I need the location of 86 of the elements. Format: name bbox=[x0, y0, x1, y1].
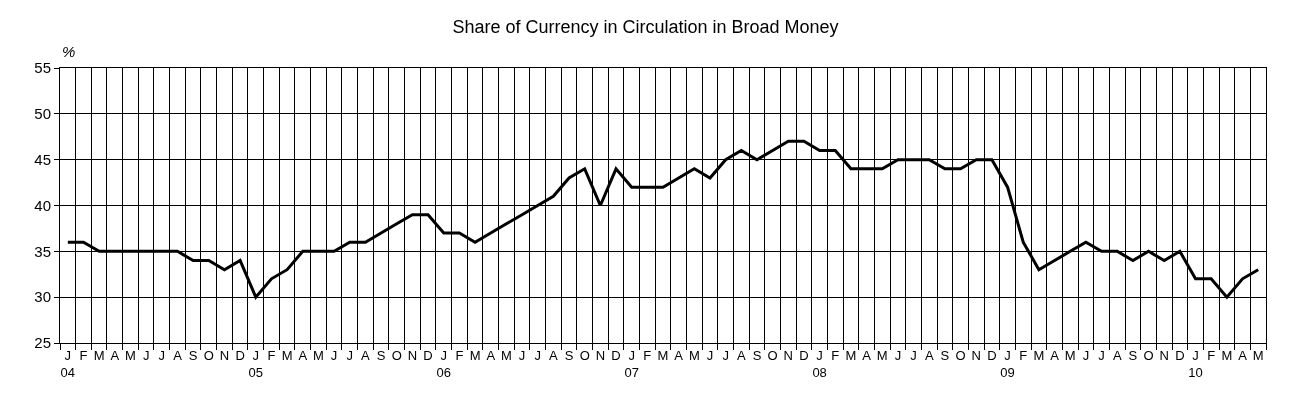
x-tick-label: D bbox=[235, 347, 245, 363]
x-tick-label: J bbox=[722, 347, 729, 363]
x-tick-label: J 05 bbox=[248, 347, 264, 380]
x-tick-label: O bbox=[1143, 347, 1154, 363]
x-tick-label: M bbox=[313, 347, 324, 363]
y-tick-label: 30 bbox=[34, 288, 51, 306]
x-tick-label: D bbox=[1175, 347, 1185, 363]
y-tick-label: 45 bbox=[34, 150, 51, 168]
x-tick-label: J 07 bbox=[624, 347, 639, 380]
x-tick-label: J 04 bbox=[60, 347, 76, 380]
x-tick-label: O bbox=[579, 347, 590, 363]
x-tick-label: O bbox=[767, 347, 778, 363]
x-tick-label: D bbox=[987, 347, 997, 363]
x-tick-label: D bbox=[423, 347, 433, 363]
x-tick-label: J bbox=[346, 347, 353, 363]
x-tick-label: A bbox=[361, 347, 371, 363]
x-tick-label: D bbox=[611, 347, 621, 363]
x-tick-label: S bbox=[376, 347, 386, 363]
x-tick-label: N bbox=[783, 347, 793, 363]
x-tick-label: A bbox=[674, 347, 684, 363]
x-tick-label: M bbox=[1064, 347, 1076, 363]
x-tick-label: J bbox=[518, 347, 526, 363]
x-tick-label: F bbox=[455, 347, 464, 363]
x-tick-label: A bbox=[1238, 347, 1248, 363]
x-tick-label: D bbox=[799, 347, 809, 363]
x-tick-label: J 08 bbox=[812, 347, 827, 380]
x-tick-label: M bbox=[500, 347, 512, 363]
x-tick-label: J bbox=[910, 347, 917, 363]
x-tick-label: M bbox=[125, 347, 136, 363]
x-tick-label: S bbox=[940, 347, 950, 363]
y-tick-label: 25 bbox=[34, 334, 51, 352]
x-tick-label: J 10 bbox=[1188, 347, 1203, 380]
x-tick-label: N bbox=[1159, 347, 1169, 363]
x-tick-label: M bbox=[1033, 347, 1045, 363]
x-tick-label: F bbox=[643, 347, 652, 363]
x-tick-label: J bbox=[706, 347, 714, 363]
y-axis-title: % bbox=[62, 43, 76, 60]
x-tick-label: F bbox=[1207, 347, 1216, 363]
x-tick-label: J bbox=[330, 347, 338, 363]
y-tick-label: 50 bbox=[34, 105, 51, 123]
x-tick-label: A bbox=[924, 347, 934, 363]
x-tick-label: S bbox=[188, 347, 198, 363]
x-tick-label: N bbox=[971, 347, 981, 363]
x-tick-label: M bbox=[876, 347, 888, 363]
x-tick-label: F bbox=[267, 347, 276, 363]
x-tick-label: A bbox=[1112, 347, 1122, 363]
x-tick-label: J bbox=[534, 347, 541, 363]
x-tick-label: A bbox=[736, 347, 746, 363]
x-tick-label: F bbox=[1019, 347, 1028, 363]
x-tick-label: M bbox=[1252, 347, 1264, 363]
x-tick-label: M bbox=[1221, 347, 1233, 363]
x-tick-label: M bbox=[93, 347, 105, 363]
x-tick-label: N bbox=[407, 347, 418, 363]
x-tick-label: J bbox=[158, 347, 166, 363]
y-tick-label: 55 bbox=[34, 59, 51, 77]
y-tick-label: 40 bbox=[34, 196, 51, 214]
x-tick-label: J bbox=[142, 347, 150, 363]
x-tick-label: N bbox=[595, 347, 606, 363]
x-tick-label: O bbox=[391, 347, 402, 363]
x-tick-label: A bbox=[1050, 347, 1060, 363]
x-tick-label: M bbox=[469, 347, 481, 363]
x-tick-label: A bbox=[173, 347, 183, 363]
x-tick-label: A bbox=[298, 347, 308, 363]
x-tick-label: J bbox=[1082, 347, 1090, 363]
x-tick-label: N bbox=[219, 347, 230, 363]
x-tick-label: F bbox=[831, 347, 840, 363]
chart-title: Share of Currency in Circulation in Broad Money bbox=[452, 16, 839, 37]
x-tick-label: J bbox=[894, 347, 902, 363]
x-tick-label: A bbox=[549, 347, 559, 363]
x-tick-label: J 09 bbox=[1000, 347, 1015, 380]
x-tick-label: S bbox=[1128, 347, 1138, 363]
x-tick-label: O bbox=[955, 347, 966, 363]
x-tick-label: M bbox=[657, 347, 669, 363]
y-tick-label: 35 bbox=[34, 242, 51, 260]
x-tick-label: A bbox=[110, 347, 120, 363]
x-tick-label: O bbox=[203, 347, 214, 363]
x-tick-label: S bbox=[564, 347, 574, 363]
x-tick-label: J 06 bbox=[436, 347, 451, 380]
x-tick-label: M bbox=[845, 347, 857, 363]
x-tick-label: S bbox=[752, 347, 762, 363]
x-tick-label: A bbox=[486, 347, 496, 363]
x-tick-label: A bbox=[862, 347, 872, 363]
x-tick-label: M bbox=[281, 347, 293, 363]
x-tick-label: M bbox=[688, 347, 700, 363]
x-tick-label: F bbox=[79, 347, 88, 363]
x-tick-label: J bbox=[1098, 347, 1105, 363]
